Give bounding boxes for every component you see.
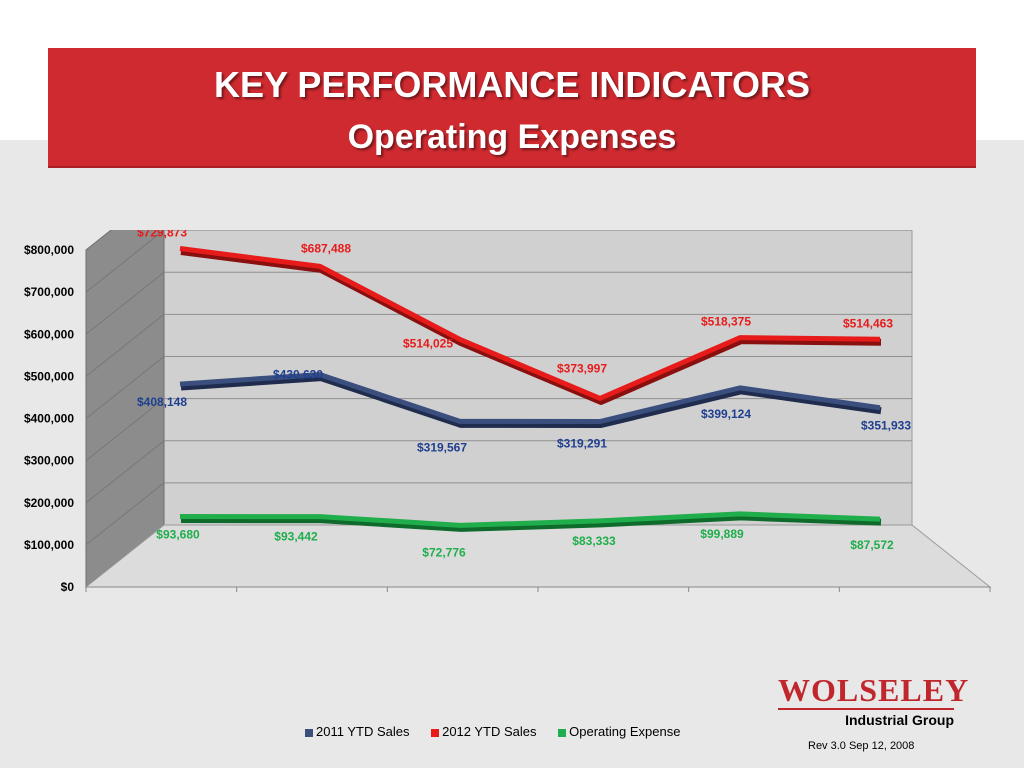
data-label-2012: $514,463 — [843, 316, 893, 330]
chart-floor — [84, 524, 992, 588]
company-logo: WOLSELEY Industrial Group — [778, 672, 968, 732]
x-tick-label: Nov — [448, 599, 477, 600]
y-tick-label: $500,000 — [24, 369, 74, 383]
data-label-2011: $351,933 — [861, 419, 911, 433]
y-tick-label: $0 — [61, 580, 75, 594]
x-tick-label: Sep — [148, 599, 176, 600]
y-tick-label: $800,000 — [24, 243, 74, 257]
data-label-2012: $729,873 — [137, 230, 187, 240]
legend-label-opex: Operating Expense — [569, 724, 681, 739]
series-2011-line — [179, 372, 881, 424]
data-label-2011: $408,148 — [137, 395, 187, 409]
y-tick-label: $100,000 — [24, 538, 74, 552]
y-tick-label: $600,000 — [24, 327, 74, 341]
data-label-2012: $373,997 — [557, 361, 607, 375]
x-tick-label: Jan — [751, 599, 777, 600]
gridline-side — [85, 230, 112, 251]
gridline-side — [85, 230, 165, 293]
gridline-side — [85, 313, 165, 377]
title-banner: KEY PERFORMANCE INDICATORS Operating Exp… — [48, 48, 976, 168]
data-label-2011: $319,291 — [557, 436, 607, 450]
data-label-opex: $87,572 — [850, 538, 894, 552]
legend-label-2012: 2012 YTD Sales — [442, 724, 537, 739]
slide-title: KEY PERFORMANCE INDICATORS — [213, 64, 811, 105]
x-tick-label: Oct — [299, 599, 324, 600]
y-tick-label: $400,000 — [24, 412, 74, 426]
y-tick-label: $300,000 — [24, 454, 74, 468]
series-2011-line-shadow — [180, 374, 882, 428]
series-2012-line — [179, 246, 881, 401]
gridline-side — [85, 440, 165, 504]
logo-name: WOLSELEY — [778, 672, 970, 708]
legend-item-opex: Operating Expense — [558, 724, 680, 739]
legend-swatch-2012 — [431, 728, 440, 737]
y-tick-label: $200,000 — [24, 496, 74, 510]
revision-note: Rev 3.0 Sep 12, 2008 — [808, 740, 915, 752]
data-label-2012: $518,375 — [701, 315, 751, 329]
line-chart: $0 $100,000 $200,000 $300,000 $400,000 $500,0… — [24, 230, 992, 600]
legend-label-2011: 2011 YTD Sales — [316, 724, 410, 739]
x-tick-label: Dec — [600, 599, 628, 600]
series-opex-line — [179, 511, 881, 528]
series-opex-line-shadow — [180, 513, 882, 532]
data-label-opex: $93,680 — [156, 528, 200, 542]
logo-subtitle: Industrial Group — [845, 712, 954, 728]
legend-item-2011: 2011 YTD Sales — [305, 724, 409, 739]
chart-legend: 2011 YTD Sales 2012 YTD Sales Operating … — [305, 724, 698, 739]
data-label-opex: $83,333 — [572, 534, 616, 548]
x-tick-label: Feb — [901, 599, 928, 600]
data-label-opex: $99,889 — [700, 527, 744, 541]
legend-item-2012: 2012 YTD Sales — [431, 724, 537, 739]
data-label-opex: $72,776 — [422, 545, 466, 559]
gridline-side — [85, 356, 165, 419]
legend-swatch-opex — [558, 728, 567, 737]
data-label-opex: $93,442 — [274, 530, 318, 544]
gridline-side — [85, 271, 165, 335]
data-label-2011: $319,567 — [417, 440, 467, 454]
data-label-2011: $399,124 — [701, 407, 751, 421]
data-label-2012: $514,025 — [403, 336, 453, 350]
legend-swatch-2011 — [305, 728, 313, 737]
gridline-side — [85, 398, 165, 462]
y-tick-label: $700,000 — [24, 285, 74, 299]
slide-subtitle: Operating Expenses — [347, 118, 677, 156]
data-label-2011: $430,630 — [273, 368, 323, 382]
gridline-side — [85, 482, 165, 546]
data-label-2012: $687,488 — [301, 241, 351, 255]
logo-divider — [778, 708, 954, 710]
